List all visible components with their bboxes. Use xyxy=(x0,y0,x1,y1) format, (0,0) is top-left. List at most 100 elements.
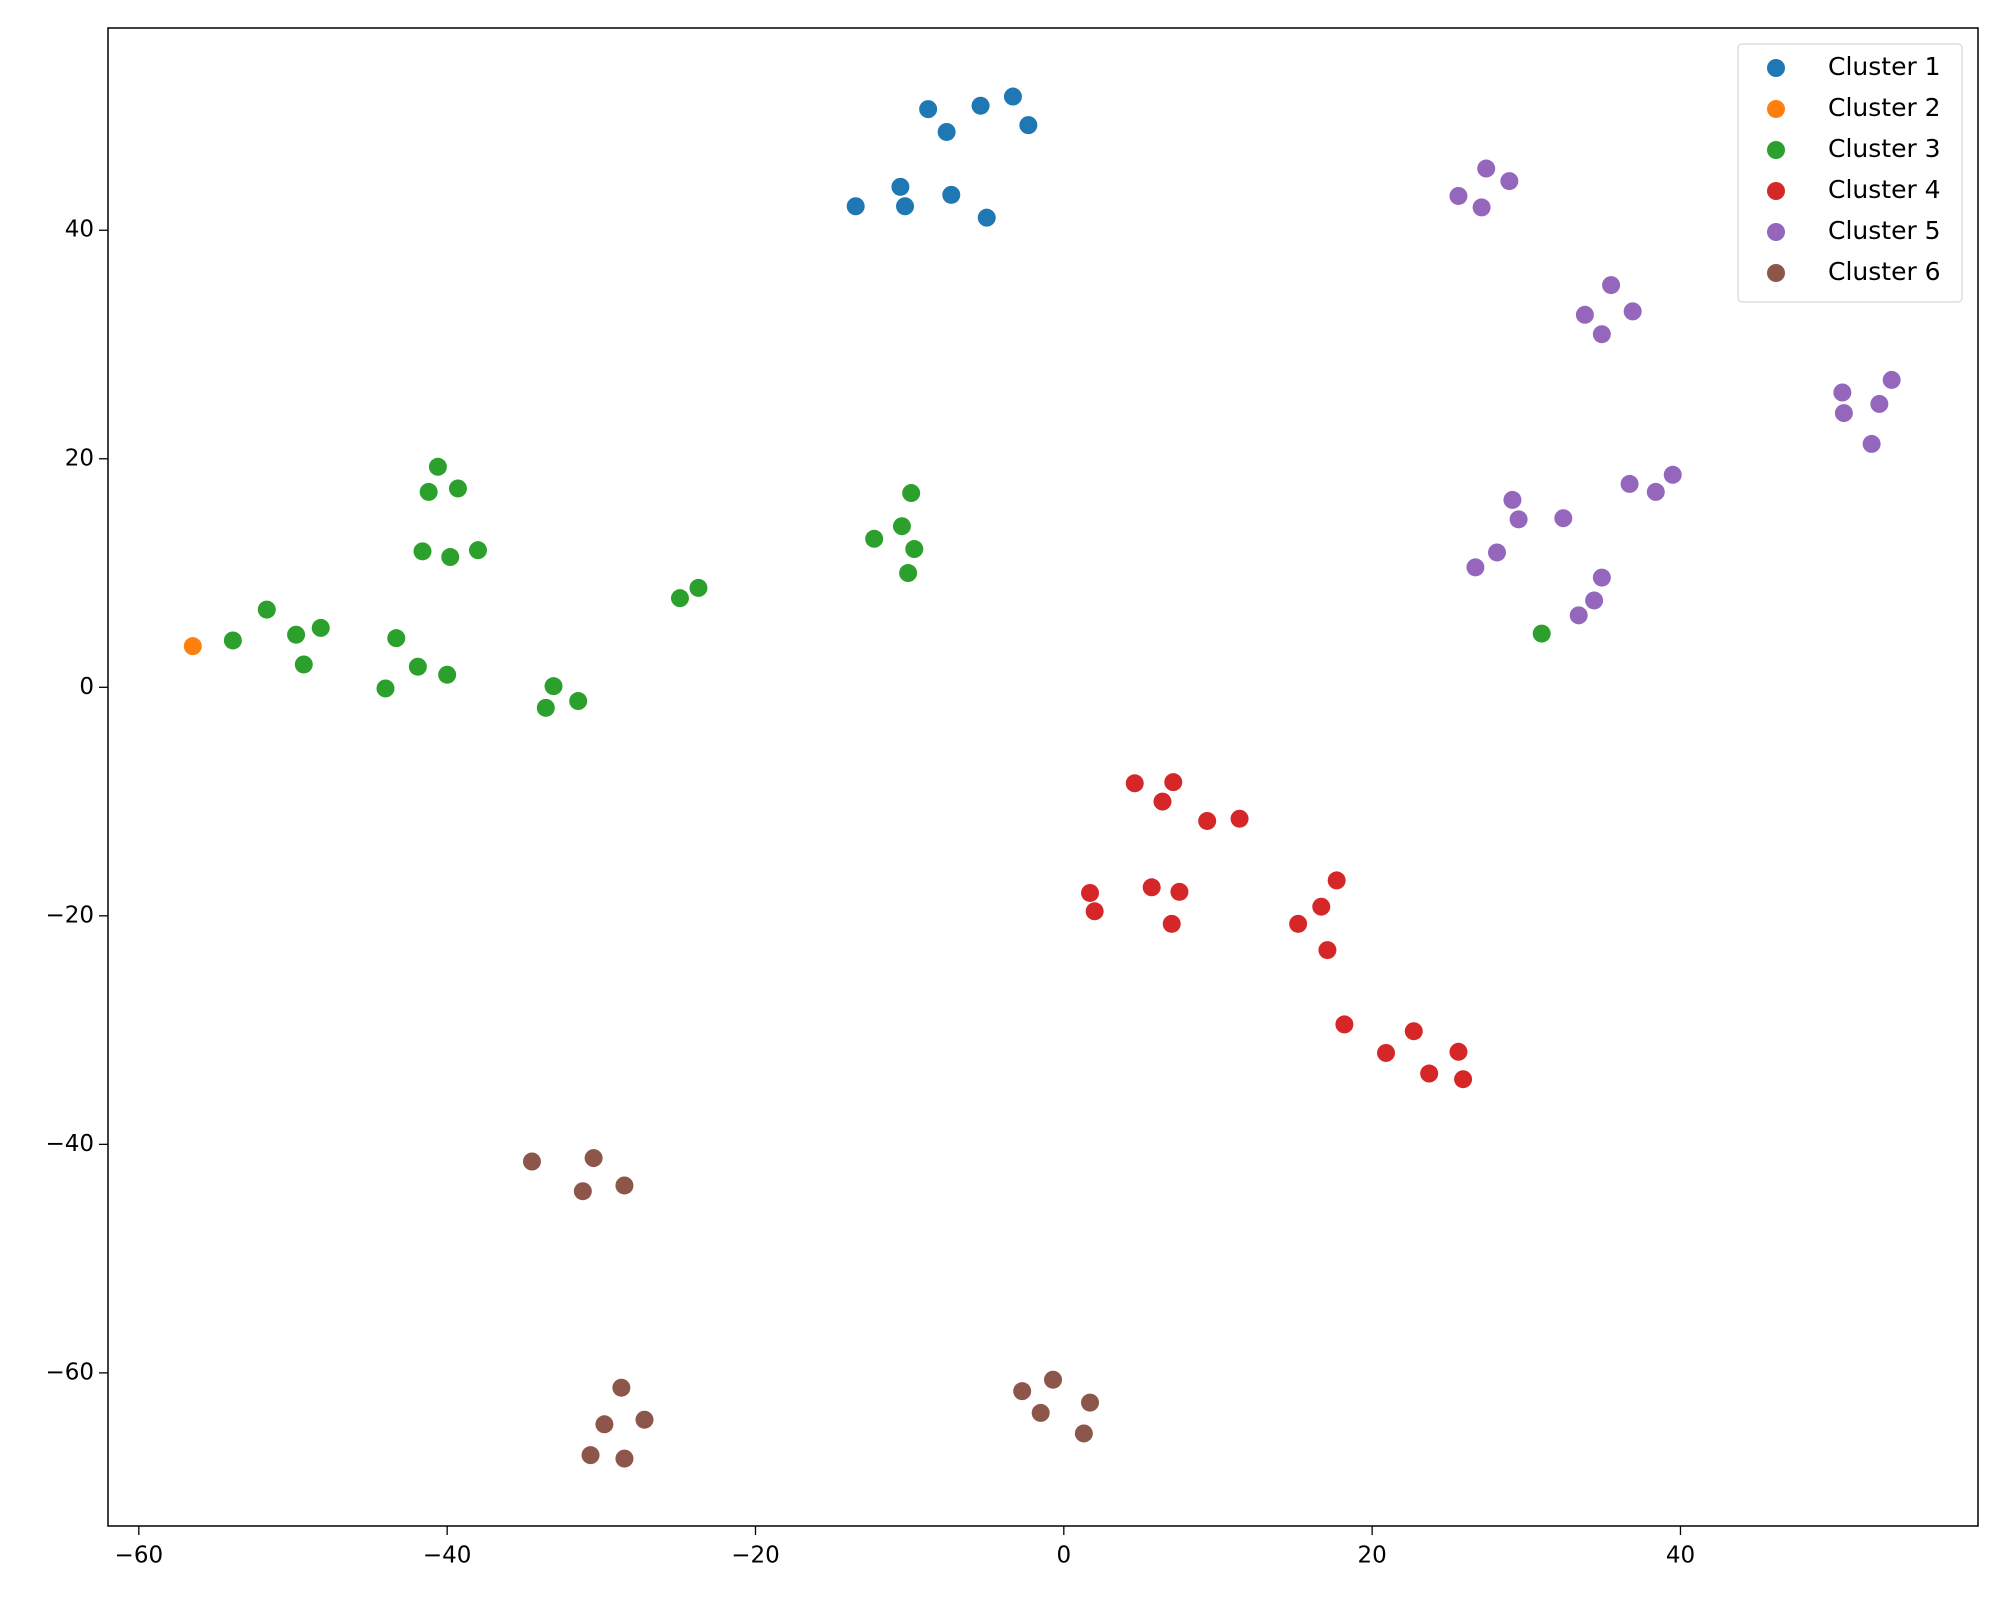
point xyxy=(1862,434,1881,453)
point xyxy=(183,637,202,656)
point xyxy=(919,100,938,119)
point xyxy=(294,655,313,674)
point xyxy=(1327,871,1346,890)
legend-marker xyxy=(1767,264,1785,282)
point xyxy=(1044,1370,1063,1389)
point xyxy=(1164,773,1183,792)
point xyxy=(1449,1042,1468,1061)
legend-marker xyxy=(1767,141,1785,159)
x-tick-label: 40 xyxy=(1666,1543,1695,1569)
point xyxy=(1013,1382,1032,1401)
point xyxy=(1472,198,1491,217)
point xyxy=(891,177,910,196)
point xyxy=(581,1446,600,1465)
point xyxy=(419,482,438,501)
point xyxy=(1509,510,1528,529)
point xyxy=(1663,465,1682,484)
point xyxy=(544,677,563,696)
legend-label: Cluster 2 xyxy=(1828,93,1941,122)
point xyxy=(1592,568,1611,587)
point xyxy=(1335,1015,1354,1034)
point xyxy=(846,197,865,216)
point xyxy=(569,692,588,711)
point xyxy=(1230,809,1249,828)
x-tick-label: −40 xyxy=(423,1543,472,1569)
point xyxy=(1019,116,1038,135)
legend-label: Cluster 5 xyxy=(1828,216,1941,245)
point xyxy=(522,1152,541,1171)
point xyxy=(448,479,467,498)
legend-label: Cluster 4 xyxy=(1828,175,1941,204)
point xyxy=(408,657,427,676)
point xyxy=(441,548,460,567)
point xyxy=(1500,172,1519,191)
point xyxy=(376,679,395,698)
x-tick-label: 20 xyxy=(1357,1543,1386,1569)
point xyxy=(1488,543,1507,562)
point xyxy=(1569,606,1588,625)
point xyxy=(1074,1424,1093,1443)
point xyxy=(899,564,918,583)
legend-label: Cluster 6 xyxy=(1828,257,1941,286)
point xyxy=(1585,591,1604,610)
point xyxy=(977,208,996,227)
point xyxy=(287,625,306,644)
y-tick-label: 20 xyxy=(65,445,94,471)
point xyxy=(1503,490,1522,509)
point xyxy=(1198,811,1217,830)
point xyxy=(1623,302,1642,321)
y-tick-label: 40 xyxy=(65,217,94,243)
point xyxy=(865,529,884,548)
point xyxy=(905,540,924,559)
point xyxy=(1454,1070,1473,1089)
y-tick-label: −40 xyxy=(45,1131,94,1157)
legend-box xyxy=(1737,43,1963,303)
point xyxy=(536,698,555,717)
point xyxy=(1477,159,1496,178)
point xyxy=(1833,383,1852,402)
point xyxy=(635,1410,654,1429)
x-tick-label: 0 xyxy=(1056,1543,1071,1569)
point xyxy=(1081,883,1100,902)
point xyxy=(1312,897,1331,916)
point xyxy=(1620,474,1639,493)
point xyxy=(896,197,915,216)
point xyxy=(971,96,990,115)
point xyxy=(1003,87,1022,106)
point xyxy=(1318,941,1337,960)
point xyxy=(257,600,276,619)
point xyxy=(223,631,242,650)
legend-marker xyxy=(1767,223,1785,241)
legend-marker xyxy=(1767,100,1785,118)
point xyxy=(413,542,432,561)
point xyxy=(1377,1043,1396,1062)
point xyxy=(1882,370,1901,389)
point xyxy=(468,541,487,560)
point xyxy=(311,618,330,637)
point xyxy=(1404,1022,1423,1041)
point xyxy=(1142,878,1161,897)
point xyxy=(1289,914,1308,933)
point xyxy=(1449,186,1468,205)
point xyxy=(612,1378,631,1397)
point xyxy=(1170,882,1189,901)
point xyxy=(670,589,689,608)
y-tick-label: 0 xyxy=(79,674,94,700)
point xyxy=(937,122,956,141)
plot-frame xyxy=(107,27,1979,1527)
point xyxy=(615,1176,634,1195)
point xyxy=(428,457,447,476)
point xyxy=(1602,276,1621,295)
y-tick-label: −60 xyxy=(45,1359,94,1385)
point xyxy=(902,484,921,503)
point xyxy=(1834,404,1853,423)
point xyxy=(942,185,961,204)
point xyxy=(1870,394,1889,413)
legend-label: Cluster 1 xyxy=(1828,52,1941,81)
point xyxy=(1554,509,1573,528)
point xyxy=(1125,774,1144,793)
point xyxy=(1532,624,1551,643)
point xyxy=(573,1182,592,1201)
point xyxy=(595,1415,614,1434)
